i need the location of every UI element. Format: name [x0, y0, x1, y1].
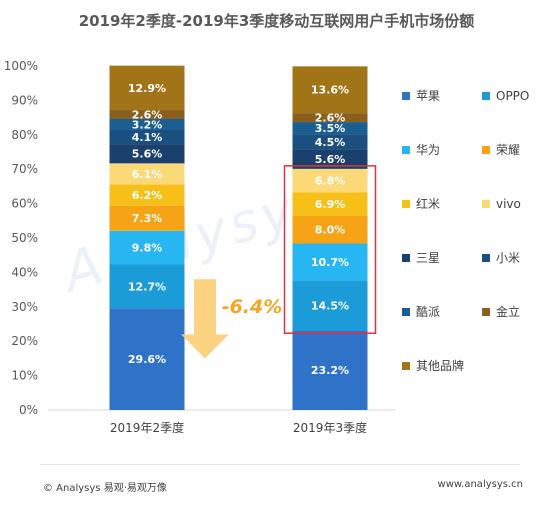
- footer-copyright: © Analysys 易观·易观万像: [43, 483, 167, 494]
- y-tick-label: 0%: [19, 403, 38, 417]
- data-label: 2.6%: [132, 109, 163, 122]
- change-annotation: -6.4%: [222, 296, 283, 318]
- bar-segment: [292, 192, 368, 216]
- data-label: 3.2%: [132, 118, 163, 131]
- bar-segment: [292, 134, 368, 150]
- legend-swatch: [402, 254, 410, 262]
- legend-label: 小米: [496, 251, 520, 265]
- down-arrow-icon: [181, 279, 229, 359]
- legend-label: 红米: [416, 196, 440, 211]
- x-category-label: 2019年3季度: [293, 420, 367, 435]
- legend-label: OPPO: [496, 89, 529, 103]
- legend-swatch: [402, 308, 410, 316]
- bar-segment: [292, 168, 368, 193]
- data-label: 6.1%: [132, 168, 163, 181]
- data-label: 10.7%: [311, 256, 349, 269]
- stacked-bar-chart: 0% 10% 20% 30% 40% 50% 60% 70% 80% 90% 100% 29.6% 12…: [4, 59, 530, 435]
- x-category-label: 2019年2季度: [110, 420, 184, 435]
- bar-segment: [109, 118, 185, 130]
- bar-segment: [292, 243, 368, 281]
- data-label: 7.3%: [132, 212, 163, 225]
- bar-segment: [109, 230, 185, 265]
- legend-swatch: [402, 92, 410, 100]
- data-label: 5.6%: [315, 153, 346, 166]
- bar-segment: [109, 308, 185, 410]
- chart-title: 2019年2季度-2019年3季度移动互联网用户手机市场份额: [78, 12, 475, 30]
- data-label: 9.8%: [132, 242, 163, 255]
- footer-website: www.analysys.cn: [437, 479, 523, 490]
- y-tick-label: 80%: [11, 128, 38, 142]
- bar-segment: [292, 66, 368, 114]
- legend-label: 其他品牌: [416, 359, 464, 373]
- data-label: 4.5%: [315, 136, 346, 149]
- legend-swatch: [402, 200, 410, 208]
- data-label: 29.6%: [128, 353, 166, 366]
- data-label: 6.8%: [315, 175, 346, 188]
- bar-segment: [109, 264, 185, 309]
- legend-label: 金立: [496, 304, 520, 319]
- data-label: 3.5%: [315, 122, 346, 135]
- bar-segment: [292, 122, 368, 135]
- bar-segment: [109, 129, 185, 145]
- data-label: 14.5%: [311, 299, 349, 312]
- legend-swatch: [482, 92, 490, 100]
- data-label: 23.2%: [311, 364, 349, 377]
- legend-label: 苹果: [416, 89, 440, 103]
- data-label: 13.6%: [311, 84, 349, 97]
- legend-swatch: [482, 200, 490, 208]
- legend-swatch: [482, 254, 490, 262]
- legend-label: 荣耀: [496, 143, 520, 157]
- legend-label: 华为: [416, 143, 440, 157]
- bar-segment: [292, 149, 368, 169]
- legend-swatch: [482, 308, 490, 316]
- y-tick-label: 10%: [11, 369, 38, 383]
- bar-segment: [292, 280, 368, 331]
- y-tick-label: 40%: [11, 265, 38, 279]
- bar-segment: [109, 144, 185, 164]
- data-label: 12.7%: [128, 280, 166, 293]
- footer-divider: [40, 464, 520, 465]
- bar-segment: [109, 65, 185, 111]
- bar-segment: [109, 205, 185, 231]
- y-tick-label: 20%: [11, 334, 38, 348]
- bar-segment: [109, 110, 185, 119]
- legend-swatch: [482, 146, 490, 154]
- y-tick-label: 70%: [11, 162, 38, 176]
- bar-segment: [109, 184, 185, 206]
- legend-swatch: [402, 146, 410, 154]
- legend-swatch: [402, 362, 410, 370]
- data-label: 6.9%: [315, 198, 346, 211]
- y-tick-label: 60%: [11, 197, 38, 211]
- legend-label: vivo: [496, 197, 521, 211]
- y-tick-label: 100%: [4, 59, 38, 73]
- data-label: 4.1%: [132, 131, 163, 144]
- highlight-box: [283, 165, 377, 334]
- data-label: 8.0%: [315, 224, 346, 237]
- bar-segment: [109, 163, 185, 185]
- bar-segment: [292, 113, 368, 123]
- data-label: 6.2%: [132, 189, 163, 202]
- y-tick-label: 50%: [11, 231, 38, 245]
- legend-label: 酷派: [416, 305, 440, 319]
- legend-label: 三星: [416, 251, 440, 265]
- y-tick-label: 90%: [11, 93, 38, 107]
- data-label: 2.6%: [315, 112, 346, 125]
- bar-segment: [292, 330, 368, 410]
- y-tick-label: 30%: [11, 300, 38, 314]
- data-label: 5.6%: [132, 148, 163, 161]
- data-label: 12.9%: [128, 82, 166, 95]
- bar-segment: [292, 215, 368, 244]
